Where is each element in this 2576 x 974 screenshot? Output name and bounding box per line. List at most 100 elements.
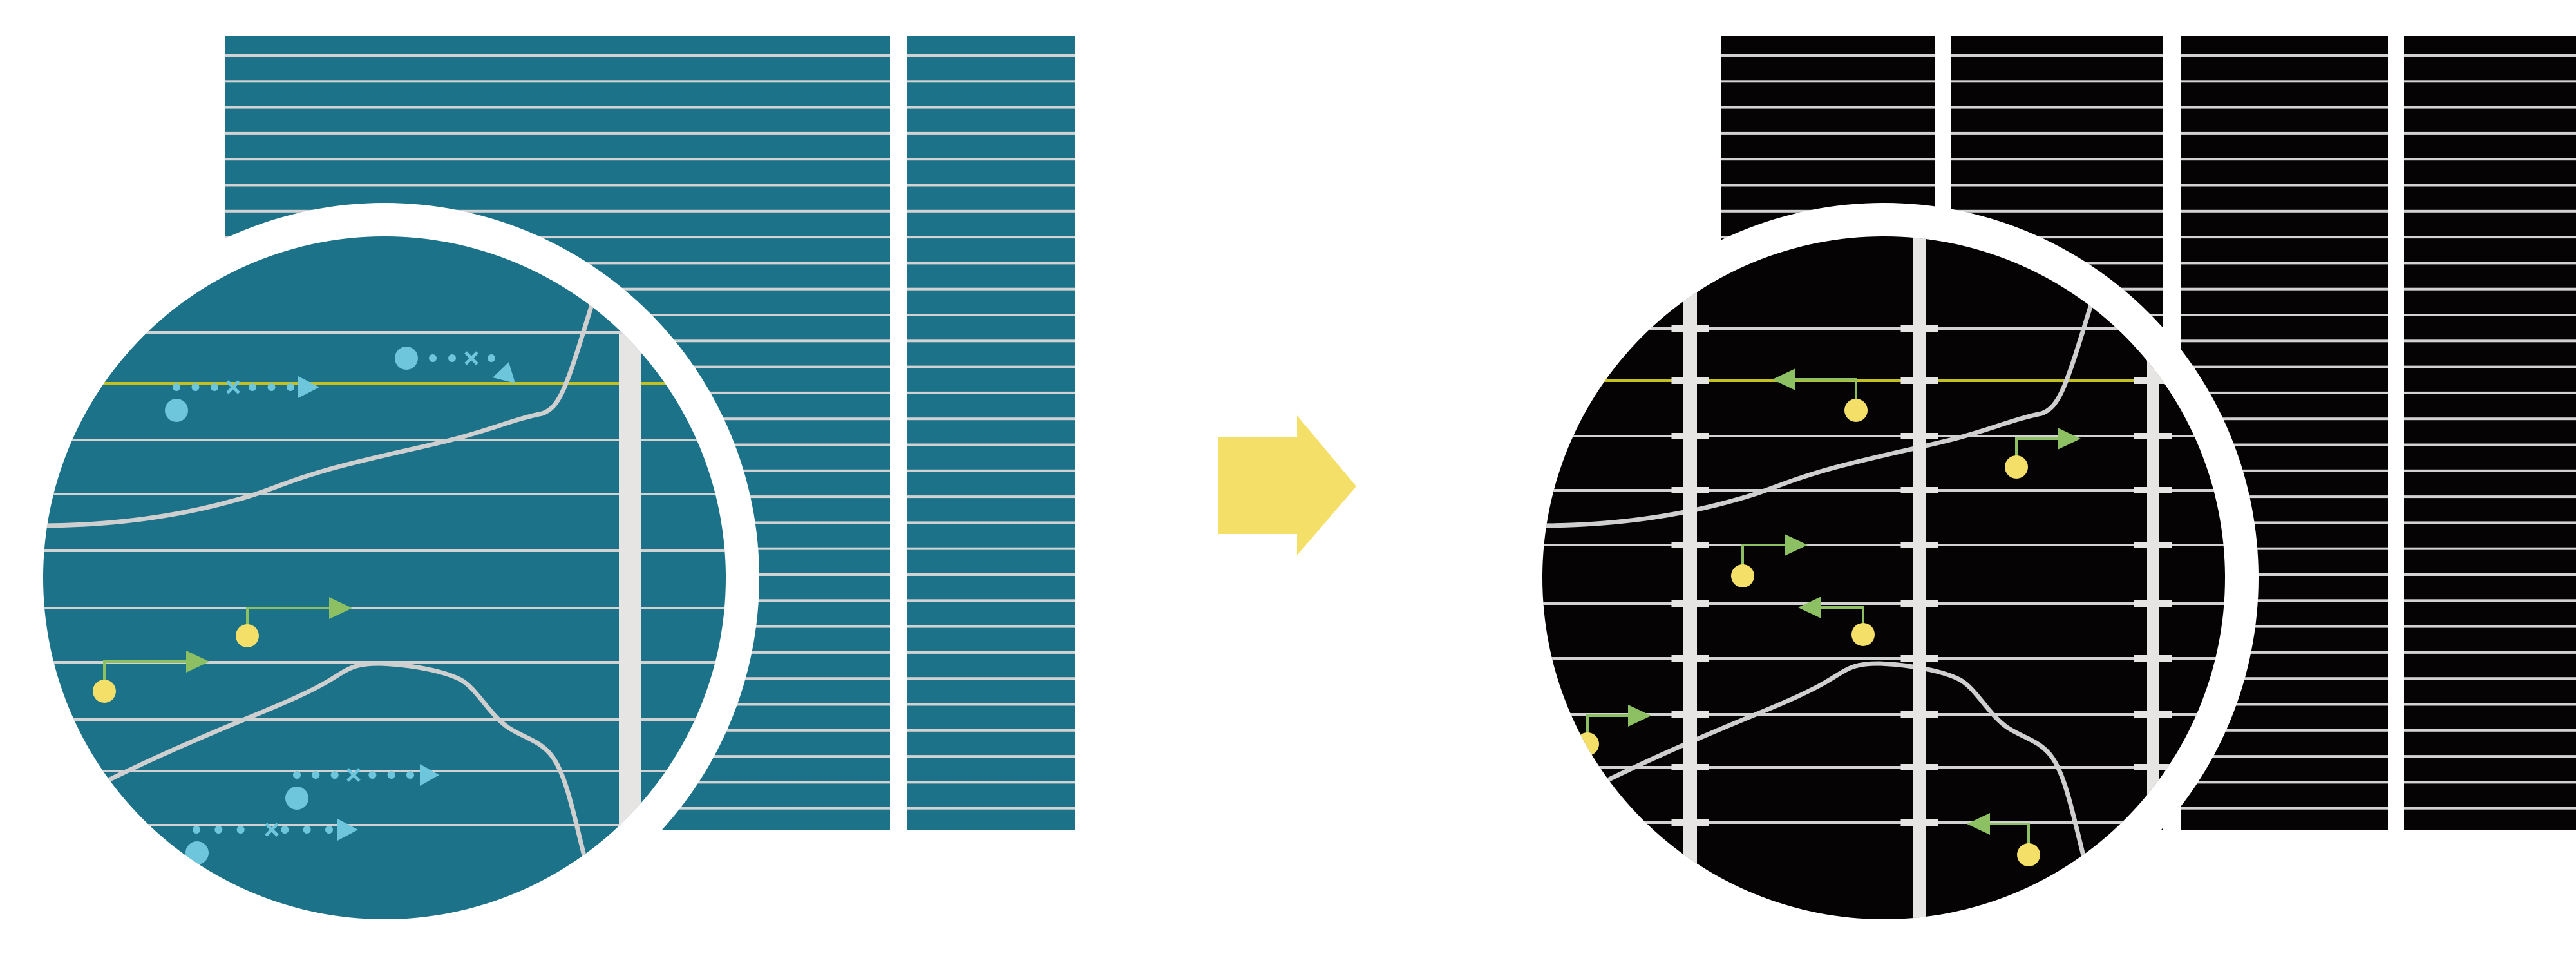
step-arrowhead xyxy=(329,597,352,619)
stripe-line xyxy=(225,209,890,213)
dot xyxy=(281,826,289,834)
stripe-line xyxy=(2404,651,2576,654)
vertical-bar xyxy=(2147,236,2159,919)
tick-mark xyxy=(1671,325,1709,332)
stripe-line xyxy=(2404,677,2576,680)
stripe-line xyxy=(1721,54,1935,57)
stripe-line xyxy=(2181,106,2388,109)
stripe-line xyxy=(907,443,1075,446)
stripe-line xyxy=(907,495,1075,499)
dot xyxy=(287,383,294,391)
origin-dot xyxy=(1844,399,1868,422)
stripe-line xyxy=(2404,184,2576,187)
stripe-line xyxy=(2181,599,2388,602)
triangle-arrow xyxy=(298,376,319,398)
cross-mark xyxy=(265,823,279,837)
stripe-line xyxy=(2404,262,2576,265)
origin-dot xyxy=(395,347,418,370)
stripe-line xyxy=(2404,729,2576,732)
stripe-line xyxy=(907,262,1075,265)
tick-mark xyxy=(1900,377,1938,384)
stripe-line xyxy=(2404,287,2576,291)
stripe-line xyxy=(1721,158,1935,161)
stripe-line xyxy=(2404,131,2576,135)
dot xyxy=(249,383,256,391)
stripe-line xyxy=(907,209,1075,213)
stripe-line xyxy=(2181,521,2388,524)
stripe-line xyxy=(2404,469,2576,472)
stripe-line xyxy=(225,106,890,109)
vertical-bar xyxy=(1683,236,1697,919)
cross-mark xyxy=(226,380,240,394)
stripe-line xyxy=(2404,443,2576,446)
stripe-line xyxy=(2404,703,2576,706)
tick-mark xyxy=(2134,600,2172,607)
stripe-line xyxy=(2181,781,2388,784)
stripe-line xyxy=(907,703,1075,706)
origin-dot xyxy=(2017,843,2040,866)
tick-mark xyxy=(1900,600,1938,607)
stripe-line xyxy=(1951,80,2163,83)
grid-line xyxy=(43,549,726,552)
stripe-line xyxy=(2181,54,2388,57)
stripe-line xyxy=(2181,703,2388,706)
stripe-line xyxy=(1951,54,2163,57)
stripe-line xyxy=(2404,807,2576,810)
tick-mark xyxy=(1900,711,1938,718)
stripe-line xyxy=(907,469,1075,472)
origin-dot xyxy=(236,624,259,647)
grid-line xyxy=(1542,435,2225,437)
stripe-line xyxy=(907,677,1075,680)
tick-mark xyxy=(1671,377,1709,384)
grid-line xyxy=(1542,327,2225,330)
step-arrowhead xyxy=(1628,705,1651,727)
stripe-line xyxy=(2404,158,2576,161)
stripe-line xyxy=(1951,131,2163,135)
stripe-line xyxy=(907,781,1075,784)
stripe-line xyxy=(907,547,1075,550)
tick-mark xyxy=(2134,487,2172,493)
stripe-line xyxy=(2181,339,2388,343)
stripe-line xyxy=(2404,236,2576,239)
tick-mark xyxy=(1900,433,1938,439)
stripe-line xyxy=(2181,262,2388,265)
stripe-line xyxy=(2181,236,2388,239)
stripe-line xyxy=(907,729,1075,732)
tick-mark xyxy=(1671,764,1709,770)
stripe-line xyxy=(907,158,1075,161)
tick-mark xyxy=(2134,711,2172,718)
tick-mark xyxy=(1671,819,1709,826)
stripe-line xyxy=(907,54,1075,57)
stripe-line xyxy=(907,391,1075,394)
stripe-line xyxy=(907,80,1075,83)
lens-background xyxy=(1542,236,2225,919)
tick-mark xyxy=(2134,377,2172,384)
cross-mark xyxy=(464,351,478,365)
dot xyxy=(330,771,339,779)
stripe-line xyxy=(2404,547,2576,550)
origin-dot xyxy=(285,787,308,810)
tick-mark xyxy=(1900,764,1938,770)
grid-line xyxy=(43,770,726,772)
grid-line xyxy=(43,824,726,826)
stripe-line xyxy=(1951,209,2163,213)
stripe-line xyxy=(2404,365,2576,368)
dot xyxy=(387,771,395,779)
triangle-arrow xyxy=(493,362,515,383)
grid-line xyxy=(1542,489,2225,492)
stripe-line xyxy=(907,314,1075,316)
panel xyxy=(2404,36,2576,830)
dot xyxy=(303,826,311,834)
dot xyxy=(312,771,320,779)
stripe-line xyxy=(1951,158,2163,161)
stripe-line xyxy=(907,365,1075,368)
tick-mark xyxy=(2134,655,2172,662)
origin-dot xyxy=(165,399,188,422)
stripe-line xyxy=(225,131,890,135)
stripe-line xyxy=(907,807,1075,810)
grid-line xyxy=(1542,766,2225,769)
stripe-line xyxy=(1721,131,1935,135)
tick-mark xyxy=(1900,542,1938,548)
tick-mark xyxy=(1671,655,1709,662)
dot xyxy=(429,354,437,362)
